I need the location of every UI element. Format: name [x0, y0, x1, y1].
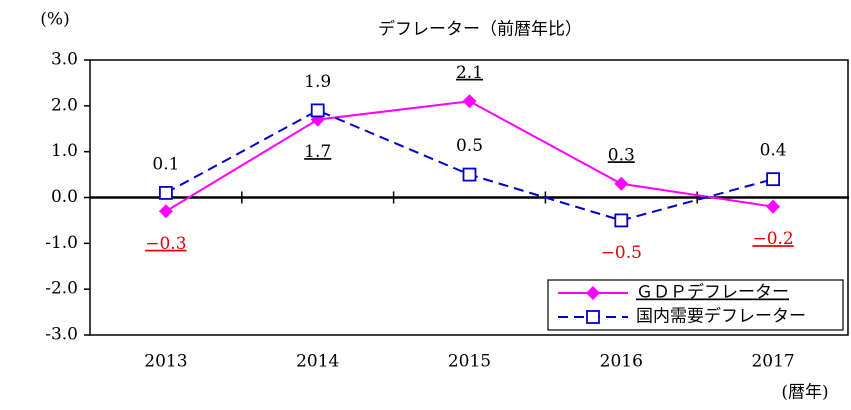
data-label: 0.1: [152, 154, 179, 174]
marker: [766, 172, 780, 187]
marker: [310, 103, 325, 118]
data-label: −0.2: [752, 229, 793, 249]
y-tick-label: -2.0: [45, 279, 78, 299]
legend-label: ＧＤＰデフレーター: [636, 282, 789, 303]
x-tick-label: 2016: [600, 352, 643, 372]
marker: [614, 176, 629, 191]
x-tick-label: 2014: [296, 352, 339, 372]
marker: [766, 199, 781, 214]
legend-label: 国内需要デフレーター: [636, 306, 806, 327]
y-tick-label: 1.0: [51, 141, 78, 161]
y-tick-label: 3.0: [51, 50, 78, 70]
x-axis-label: (暦年): [781, 383, 828, 403]
y-tick-label: -3.0: [45, 325, 78, 345]
series-line: [165, 109, 774, 222]
marker: [158, 204, 173, 219]
data-label: 0.3: [608, 145, 635, 165]
data-label: 1.7: [304, 142, 331, 162]
x-tick-label: 2017: [751, 352, 794, 372]
data-label: −0.3: [145, 234, 186, 254]
x-tick-label: 2015: [448, 352, 491, 372]
y-tick-label: 2.0: [51, 95, 78, 115]
series-line: [165, 100, 774, 213]
data-label: −0.5: [601, 243, 642, 263]
chart-title: デフレーター（前暦年比）: [378, 19, 582, 40]
y-axis-label: (%): [40, 10, 69, 30]
y-tick-label: -1.0: [45, 233, 78, 253]
legend-marker: [586, 310, 600, 324]
data-label: 0.5: [456, 136, 483, 156]
x-tick-label: 2013: [144, 352, 187, 372]
marker: [462, 94, 477, 109]
marker: [158, 186, 173, 200]
legend-marker: [586, 286, 600, 300]
marker: [614, 213, 629, 228]
data-label: 2.1: [456, 63, 483, 83]
data-label: 0.4: [760, 141, 787, 161]
marker: [462, 167, 477, 182]
y-tick-label: 0.0: [51, 187, 78, 207]
data-label: 1.9: [304, 72, 331, 92]
